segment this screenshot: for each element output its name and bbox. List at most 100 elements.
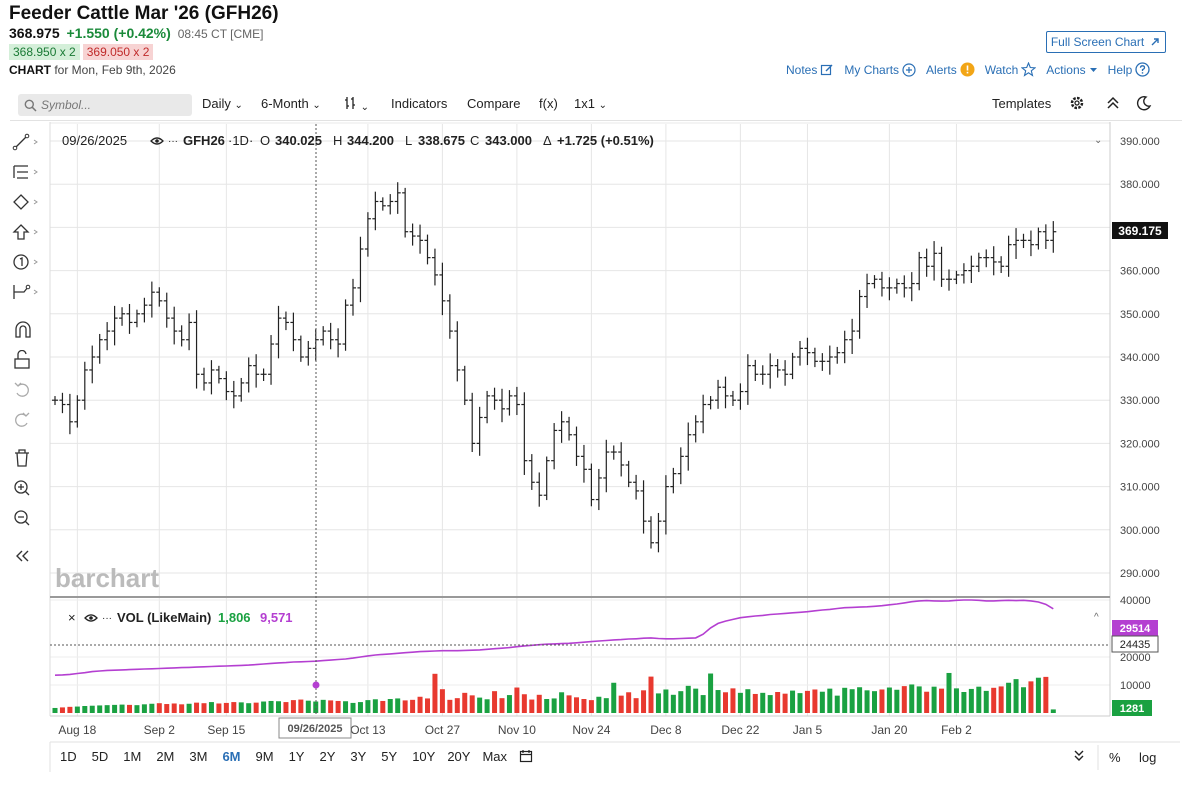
notes-link[interactable]: Notes (786, 63, 834, 77)
range-button-9m[interactable]: 9M (255, 749, 274, 764)
quote-time: 08:45 CT [CME] (177, 27, 264, 41)
ohlc-bar (655, 512, 662, 553)
price-tick-label: 310.000 (1120, 482, 1160, 494)
range-button-3y[interactable]: 3Y (350, 749, 367, 764)
volume-bar (782, 693, 788, 713)
time-axis: Aug 18 Sep 2 Sep 15 Oct 13 Oct 27 Nov 10 Nov 2… (58, 723, 972, 737)
range-button-5y[interactable]: 5Y (381, 749, 398, 764)
close-study-icon[interactable]: × (68, 610, 76, 625)
percent-scale-toggle[interactable]: % (1109, 750, 1121, 765)
eye-icon[interactable] (84, 614, 98, 622)
volume-bar (104, 705, 110, 713)
calendar-icon[interactable] (519, 749, 533, 766)
collapse-toolbar-button[interactable] (12, 545, 46, 567)
period-dropdown[interactable]: Daily ⌄ (202, 96, 243, 111)
volume-bar (365, 700, 371, 713)
watch-link[interactable]: Watch (985, 62, 1037, 77)
volume-bar (134, 705, 140, 713)
legend-open: 340.025 (275, 133, 322, 148)
volume-bar (730, 688, 736, 713)
ohlc-bar (975, 252, 982, 273)
help-link[interactable]: Help (1108, 62, 1151, 77)
collapse-button[interactable] (1106, 95, 1120, 114)
layout-dropdown[interactable]: 1x1 ⌄ (574, 96, 607, 111)
ohlc-bar (461, 365, 468, 406)
ohlc-bar (357, 236, 364, 303)
magnet-tool[interactable] (12, 319, 46, 341)
zoom-in-tool[interactable] (12, 477, 46, 499)
range-button-2m[interactable]: 2M (156, 749, 175, 764)
indicators-button[interactable]: Indicators (391, 96, 448, 111)
volume-bar (641, 690, 647, 713)
log-scale-toggle[interactable]: log (1139, 750, 1157, 765)
range-button-1y[interactable]: 1Y (288, 749, 305, 764)
volume-bar (514, 687, 520, 713)
study-more-icon[interactable]: ··· (102, 613, 112, 624)
trendline-icon (12, 133, 38, 151)
arrow-tool[interactable] (12, 221, 46, 243)
ohlc-bar (133, 309, 140, 328)
volume-bar (1050, 709, 1056, 713)
my-charts-link[interactable]: My Charts (844, 63, 916, 77)
ohlc-bar (394, 182, 401, 214)
volume-bar (886, 687, 892, 713)
measure-tool[interactable] (12, 281, 46, 303)
trendline-tool[interactable] (12, 131, 46, 153)
ohlc-bar (625, 460, 632, 488)
full-screen-button[interactable]: Full Screen Chart (1046, 31, 1166, 53)
volume-bar (946, 672, 952, 713)
legend-more-icon[interactable]: ··· (168, 136, 178, 147)
ohlc-bar (320, 326, 327, 346)
delete-tool[interactable] (12, 447, 46, 469)
study-collapse-icon[interactable]: ^ (1094, 612, 1099, 623)
actions-link[interactable]: Actions (1046, 63, 1097, 77)
volume-bar (432, 673, 438, 713)
range-button-1m[interactable]: 1M (123, 749, 142, 764)
layout-label: 1x1 (574, 96, 595, 111)
alert-icon (960, 62, 975, 77)
symbol-search-input[interactable]: Symbol... (18, 94, 192, 116)
legend-high: 344.200 (347, 133, 394, 148)
range-button-max[interactable]: Max (482, 749, 508, 764)
volume-bar (581, 699, 587, 713)
settings-button[interactable] (1069, 95, 1085, 114)
redo-tool[interactable] (12, 409, 46, 431)
lock-tool[interactable] (12, 349, 46, 371)
theme-toggle[interactable] (1136, 95, 1152, 114)
ohlc-bar (268, 335, 275, 385)
range-button-5d[interactable]: 5D (91, 749, 109, 764)
ohlc-bar (797, 340, 803, 366)
volume-bar (737, 692, 743, 713)
undo-tool[interactable] (12, 379, 46, 401)
fibonacci-tool[interactable] (12, 161, 46, 183)
annotation-tool[interactable] (12, 251, 46, 273)
ohlc-bar (826, 345, 833, 375)
range-button-10y[interactable]: 10Y (412, 749, 436, 764)
eye-icon[interactable] (150, 137, 164, 145)
volume-bar (976, 686, 982, 713)
range-button-3m[interactable]: 3M (189, 749, 208, 764)
range-more-dropdown[interactable] (1073, 748, 1085, 765)
chart-for-date: for Mon, Feb 9th, 2026 (54, 63, 176, 77)
shape-tool[interactable] (12, 191, 46, 213)
compare-button[interactable]: Compare (467, 96, 521, 111)
bar-type-dropdown[interactable]: ⌄ (343, 96, 369, 113)
legend-collapse-icon[interactable]: ⌄ (1094, 135, 1102, 146)
ohlc-bar (59, 392, 66, 414)
alerts-link[interactable]: Alerts (926, 62, 975, 77)
templates-button[interactable]: Templates (992, 96, 1052, 111)
range-button-6m[interactable]: 6M (222, 749, 241, 764)
range-dropdown[interactable]: 6-Month ⌄ (261, 96, 321, 111)
range-button-2y[interactable]: 2Y (319, 749, 336, 764)
function-button[interactable]: f(x) (539, 96, 558, 111)
price-tick-label: 350.000 (1120, 309, 1160, 321)
volume-bar (477, 697, 483, 713)
measure-icon (13, 284, 38, 299)
range-button-1d[interactable]: 1D (60, 749, 77, 764)
range-button-20y[interactable]: 20Y (447, 749, 471, 764)
ohlc-bar (379, 197, 386, 211)
volume-bar (760, 692, 766, 713)
ohlc-bar (312, 329, 319, 361)
zoom-out-tool[interactable] (12, 507, 46, 529)
price-tick-label: 370.000 (1120, 222, 1160, 234)
